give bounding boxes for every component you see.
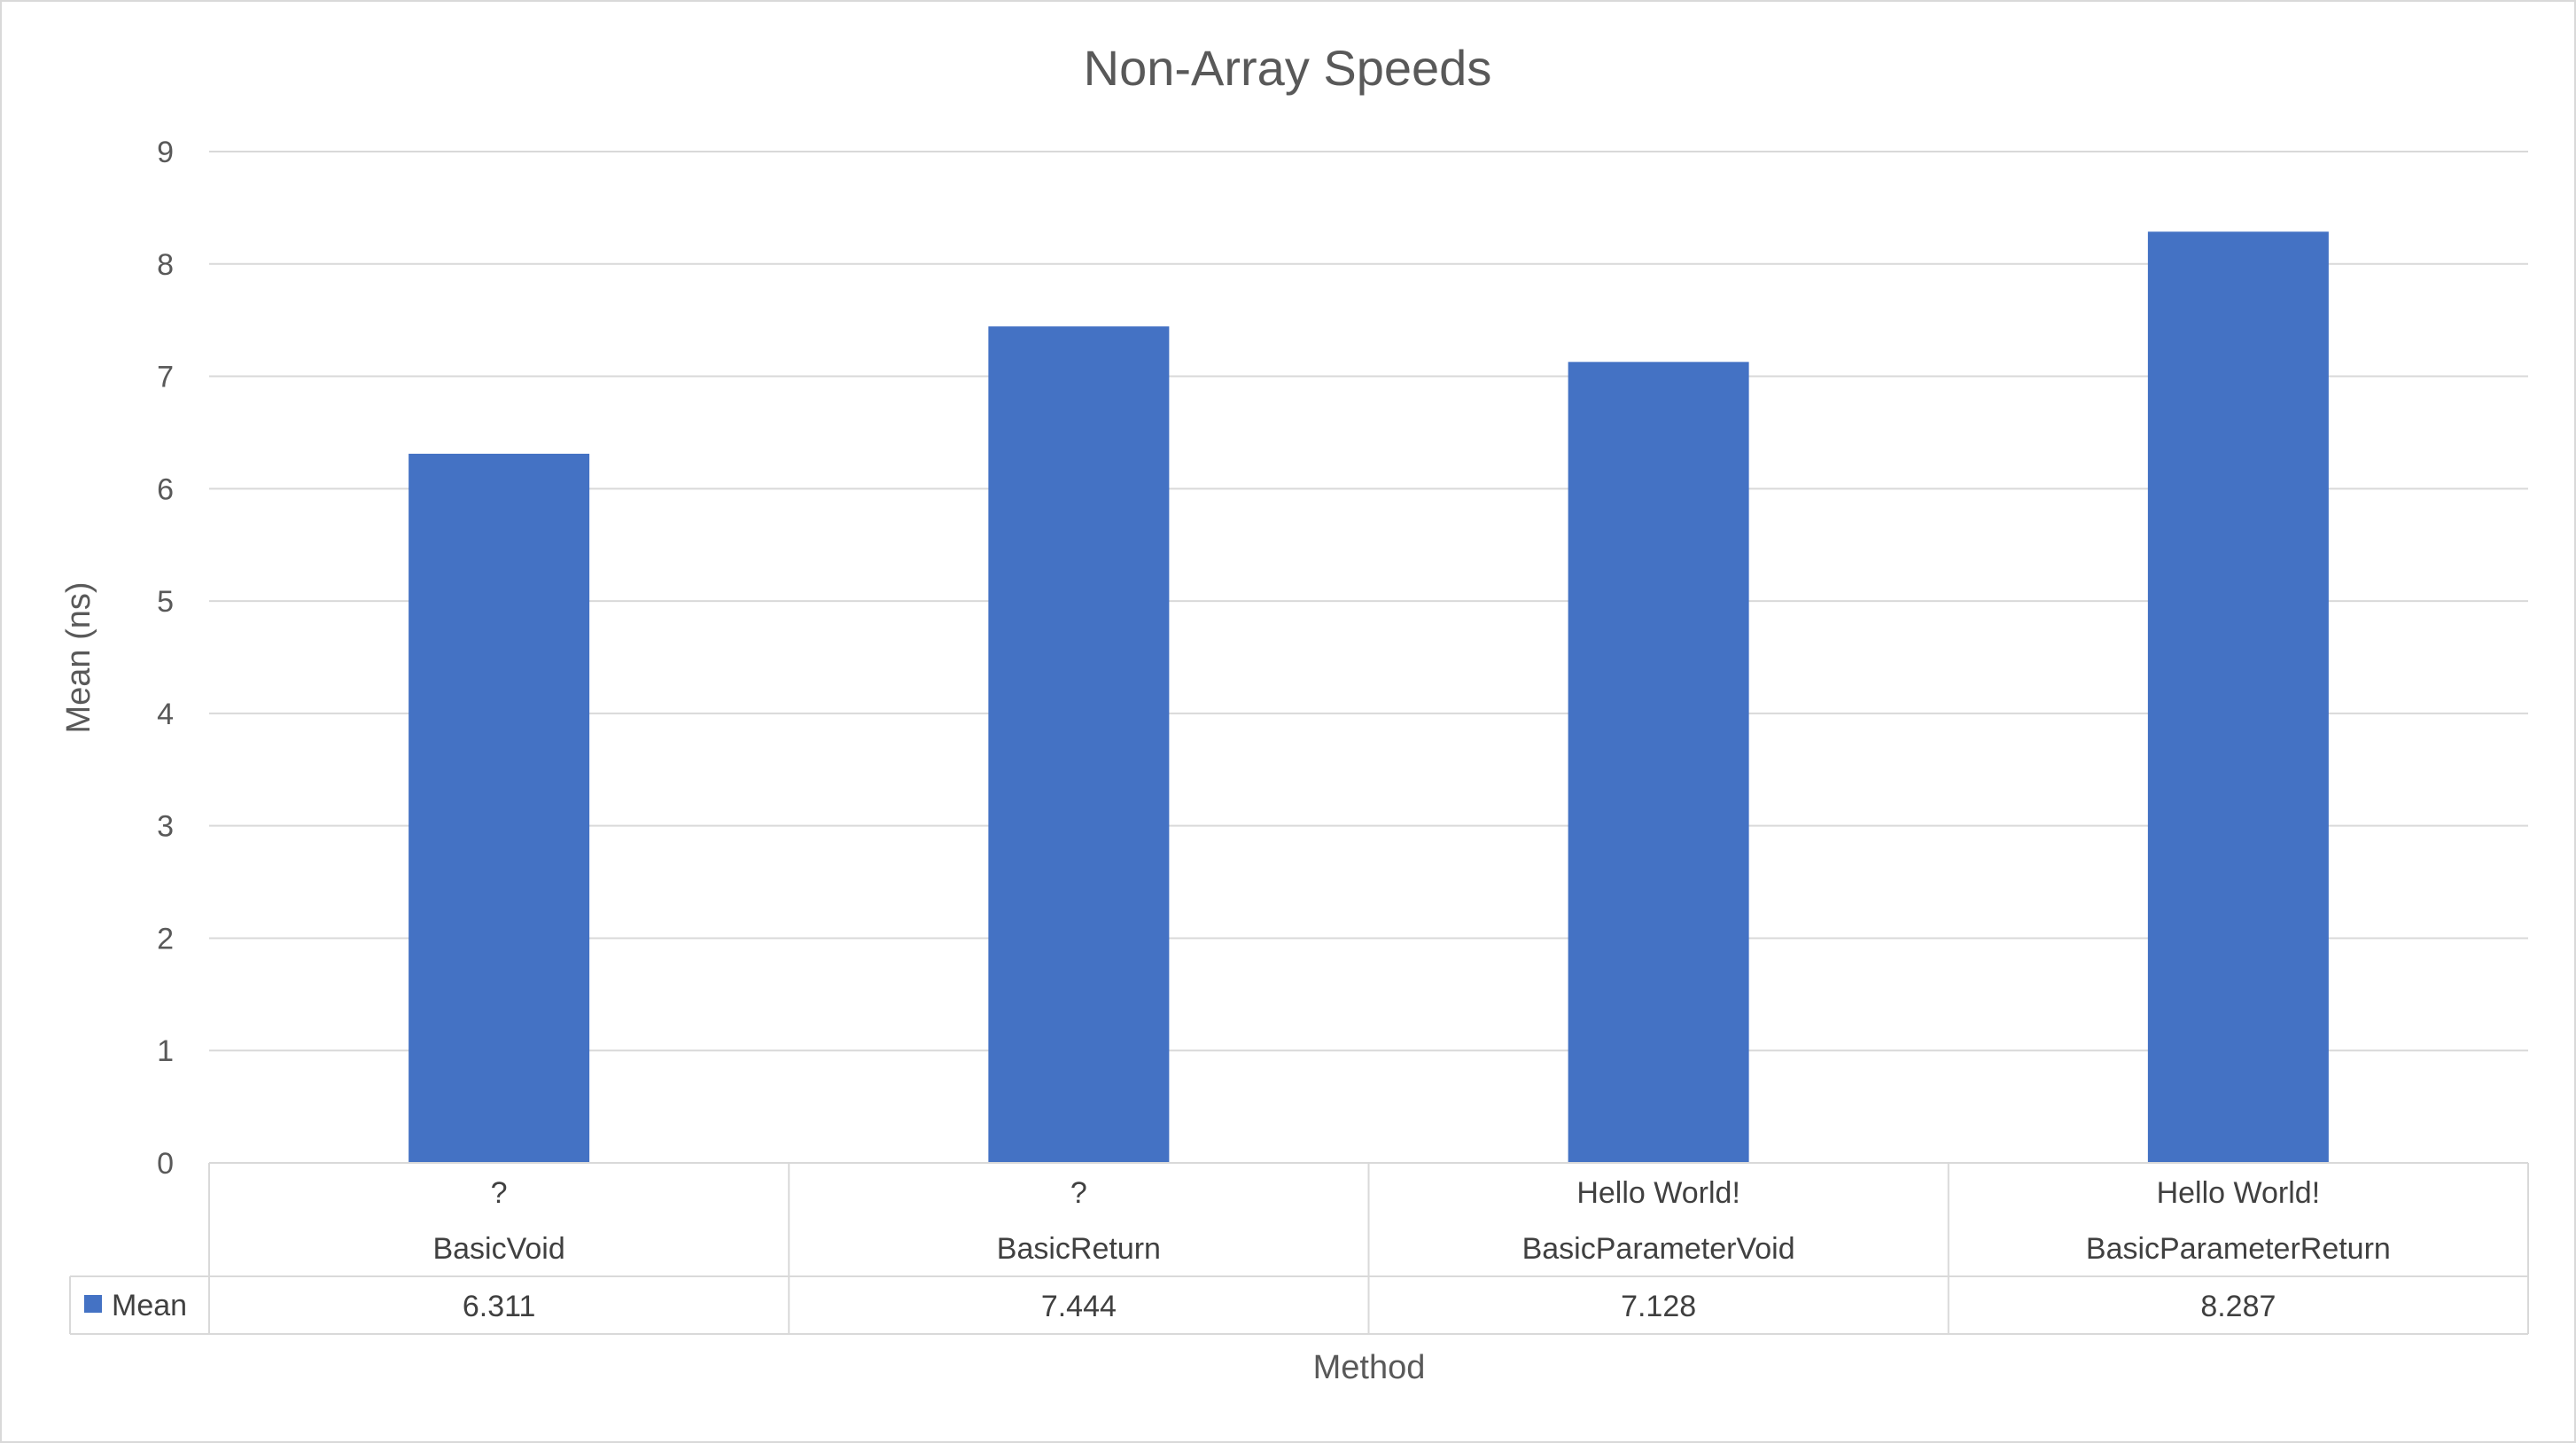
bar (1568, 362, 1749, 1163)
category-label-line1: ? (1070, 1176, 1087, 1210)
category-label-line1: Hello World! (2157, 1176, 2321, 1210)
category-label-line2: BasicParameterReturn (2086, 1232, 2391, 1266)
bar (2147, 231, 2329, 1163)
y-tick-label: 2 (157, 922, 174, 956)
chart-title: Non-Array Speeds (1084, 40, 1492, 96)
y-tick-label: 6 (157, 472, 174, 506)
x-axis-title: Method (1313, 1349, 1426, 1386)
y-tick-labels: 0 1 2 3 4 5 6 7 8 9 (157, 136, 174, 1181)
category-label-line1: ? (491, 1176, 508, 1210)
y-tick-label: 0 (157, 1147, 174, 1181)
y-tick-label: 7 (157, 361, 174, 394)
y-tick-label: 5 (157, 585, 174, 619)
data-table-value: 8.287 (2200, 1290, 2276, 1323)
legend-label: Mean (112, 1289, 187, 1322)
data-table-value: 6.311 (463, 1290, 536, 1323)
bars (409, 231, 2329, 1163)
y-tick-label: 1 (157, 1034, 174, 1068)
bar (988, 326, 1170, 1163)
y-axis-title: Mean (ns) (60, 581, 97, 733)
data-table-value: 7.128 (1621, 1290, 1696, 1323)
y-tick-label: 4 (157, 698, 174, 731)
category-label-line2: BasicParameterVoid (1522, 1232, 1795, 1266)
category-label-line2: BasicReturn (997, 1232, 1161, 1266)
data-table-value: 7.444 (1041, 1290, 1117, 1323)
category-label-line2: BasicVoid (432, 1232, 564, 1266)
y-tick-label: 9 (157, 136, 174, 169)
y-tick-label: 8 (157, 248, 174, 282)
bar (409, 453, 590, 1163)
legend-swatch (84, 1295, 102, 1313)
y-tick-label: 3 (157, 810, 174, 844)
gridlines (209, 151, 2528, 1052)
category-label-line1: Hello World! (1576, 1176, 1740, 1210)
data-table: ? BasicVoid 6.311? BasicReturn 7.444 Hello Wo… (69, 1162, 2529, 1335)
